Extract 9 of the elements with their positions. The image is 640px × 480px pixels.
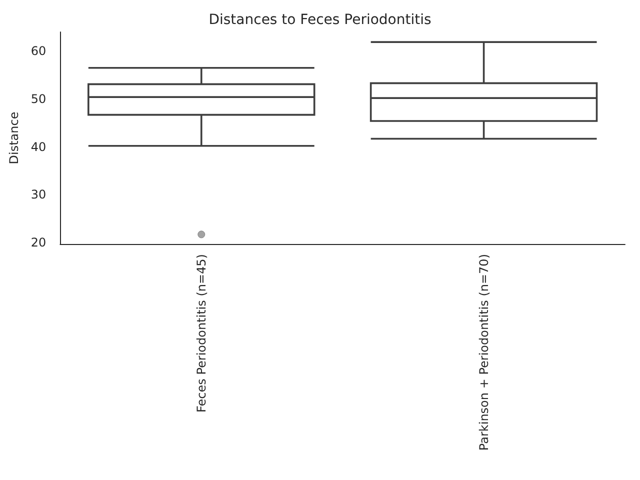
y-tick-label: 20: [30, 236, 46, 250]
y-tick-label: 50: [30, 92, 46, 106]
y-tick-label: 60: [30, 44, 46, 58]
y-tick-label: 30: [30, 188, 46, 202]
y-tick-label: 40: [30, 140, 46, 154]
y-axis-title: Distance: [7, 112, 21, 164]
chart-title: Distances to Feces Periodontitis: [208, 12, 432, 28]
x-tick-label: Parkinson + Periodontitis (n=70): [476, 254, 491, 451]
x-tick-label: Feces Periodontitis (n=45): [194, 254, 208, 412]
